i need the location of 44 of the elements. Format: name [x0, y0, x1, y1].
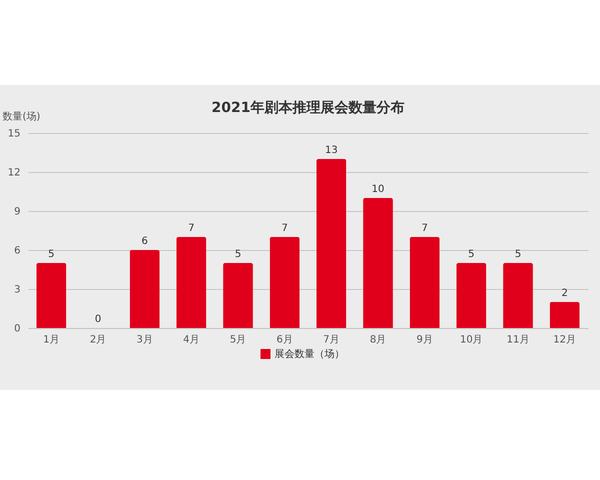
bar — [456, 263, 486, 328]
y-tick-label: 12 — [8, 168, 20, 178]
bar — [363, 198, 393, 328]
data-label: 5 — [48, 249, 55, 260]
x-tick-label: 11月 — [506, 334, 530, 346]
x-tick-label: 7月 — [323, 334, 340, 346]
bar — [503, 263, 533, 328]
data-label: 10 — [372, 184, 384, 195]
bar — [130, 250, 160, 328]
x-tick-label: 3月 — [136, 334, 153, 346]
y-tick-label: 3 — [14, 284, 20, 296]
bar — [36, 263, 66, 328]
bar — [550, 302, 580, 328]
x-tick-label: 8月 — [370, 334, 386, 346]
x-tick-label: 10月 — [460, 334, 483, 346]
bar — [270, 237, 300, 328]
x-tick-label: 9月 — [416, 334, 433, 346]
y-axis-title: 数量(场) — [2, 110, 40, 122]
data-label: 0 — [94, 314, 102, 325]
x-tick-label: 12月 — [553, 334, 576, 346]
chart-title: 2021年剧本推理展会数量分布 — [212, 100, 404, 116]
x-tick-label: 5月 — [230, 334, 246, 346]
data-label: 5 — [234, 249, 242, 260]
y-tick-label: 0 — [14, 324, 20, 334]
data-label: 7 — [188, 223, 195, 234]
y-tick-label: 15 — [8, 128, 20, 140]
data-label: 5 — [514, 249, 522, 260]
data-label: 5 — [468, 249, 475, 260]
x-tick-label: 1月 — [43, 334, 60, 346]
bar — [410, 237, 440, 328]
data-label: 6 — [141, 236, 148, 247]
y-tick-label: 9 — [14, 206, 20, 218]
x-tick-label: 4月 — [183, 334, 200, 346]
data-label: 2 — [561, 288, 568, 299]
bar — [223, 263, 253, 328]
data-label: 7 — [281, 223, 288, 234]
y-tick-label: 6 — [14, 246, 20, 256]
bar — [176, 237, 206, 328]
legend-label: 展会数量（场） — [274, 348, 344, 360]
bar — [316, 159, 346, 328]
x-tick-label: 2月 — [90, 334, 106, 346]
data-label: 13 — [324, 145, 338, 156]
data-label: 7 — [421, 223, 428, 234]
x-tick-label: 6月 — [276, 334, 293, 346]
